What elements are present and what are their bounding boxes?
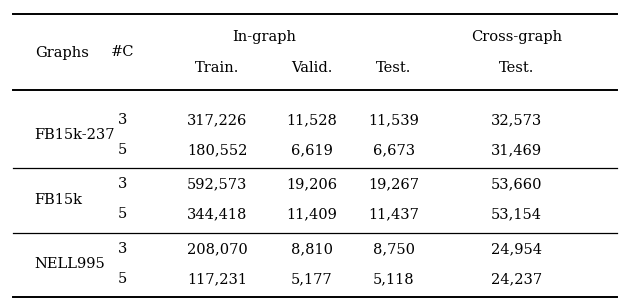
Text: 19,206: 19,206 <box>286 178 338 191</box>
Text: 6,619: 6,619 <box>291 143 333 157</box>
Text: 5: 5 <box>118 143 127 157</box>
Text: 53,660: 53,660 <box>491 178 542 191</box>
Text: Train.: Train. <box>195 61 239 74</box>
Text: 180,552: 180,552 <box>187 143 248 157</box>
Text: 8,750: 8,750 <box>373 242 415 256</box>
Text: NELL995: NELL995 <box>35 257 105 271</box>
Text: 11,409: 11,409 <box>287 208 337 221</box>
Text: 24,954: 24,954 <box>491 242 542 256</box>
Text: 24,237: 24,237 <box>491 272 542 286</box>
Text: Test.: Test. <box>376 61 411 74</box>
Text: 5: 5 <box>118 208 127 221</box>
Text: 5,118: 5,118 <box>373 272 415 286</box>
Text: 592,573: 592,573 <box>187 178 248 191</box>
Text: 11,437: 11,437 <box>369 208 419 221</box>
Text: 208,070: 208,070 <box>187 242 248 256</box>
Text: Cross-graph: Cross-graph <box>471 31 562 44</box>
Text: 317,226: 317,226 <box>187 113 248 127</box>
Text: 3: 3 <box>118 113 127 127</box>
Text: 3: 3 <box>118 178 127 191</box>
Text: 32,573: 32,573 <box>491 113 542 127</box>
Text: #C: #C <box>111 46 135 59</box>
Text: 31,469: 31,469 <box>491 143 542 157</box>
Text: Graphs: Graphs <box>35 46 89 59</box>
Text: 19,267: 19,267 <box>369 178 419 191</box>
Text: 5,177: 5,177 <box>291 272 333 286</box>
Text: 3: 3 <box>118 242 127 256</box>
Text: FB15k: FB15k <box>35 193 83 206</box>
Text: 117,231: 117,231 <box>187 272 248 286</box>
Text: 11,539: 11,539 <box>369 113 419 127</box>
Text: 53,154: 53,154 <box>491 208 542 221</box>
Text: 8,810: 8,810 <box>291 242 333 256</box>
Text: 344,418: 344,418 <box>187 208 248 221</box>
Text: Test.: Test. <box>499 61 534 74</box>
Text: 11,528: 11,528 <box>287 113 337 127</box>
Text: 5: 5 <box>118 272 127 286</box>
Text: In-graph: In-graph <box>232 31 297 44</box>
Text: 6,673: 6,673 <box>373 143 415 157</box>
Text: FB15k-237: FB15k-237 <box>35 128 115 142</box>
Text: Valid.: Valid. <box>291 61 333 74</box>
